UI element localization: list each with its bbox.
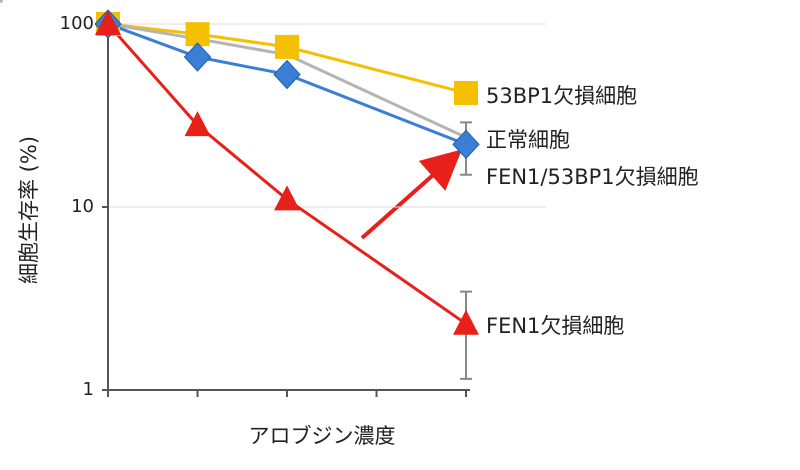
error-bar <box>460 290 472 380</box>
marker <box>454 80 478 105</box>
y-axis-label: 細胞生存率 (%) <box>17 136 41 284</box>
marker <box>452 129 480 160</box>
series-label: 53BP1欠損細胞 <box>486 84 637 108</box>
marker <box>183 42 212 72</box>
marker <box>453 309 479 335</box>
series-label: FEN1/53BP1欠損細胞 <box>486 165 699 189</box>
series-line <box>107 22 467 146</box>
series-line <box>107 22 467 95</box>
marker <box>275 34 299 59</box>
series-label: FEN1欠損細胞 <box>486 314 624 338</box>
x-axis-label: アロブジン濃度 <box>249 424 396 448</box>
y-tick-label: 10 <box>71 196 94 217</box>
series-label: 正常細胞 <box>486 128 570 152</box>
marker <box>185 22 210 47</box>
marker <box>273 59 301 90</box>
marker <box>0 0 3 3</box>
marker <box>184 111 211 137</box>
annotation-arrow <box>360 149 462 240</box>
series-line <box>107 22 467 139</box>
y-tick-label: 1 <box>83 379 94 400</box>
y-tick-label: 100 <box>60 13 94 34</box>
marker <box>95 10 121 35</box>
marker <box>274 185 300 211</box>
series-line <box>106 23 467 326</box>
